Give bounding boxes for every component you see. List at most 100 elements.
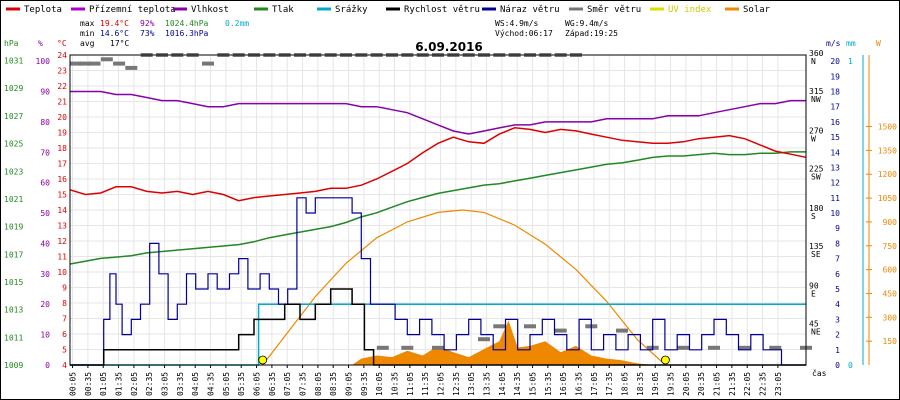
wind-direction-mark xyxy=(202,61,214,66)
w-tick-label: 1050 xyxy=(878,194,897,203)
legend-rychlost-vetru: Rychlost větru xyxy=(404,5,480,15)
pct-tick-label: 30 xyxy=(40,270,50,279)
ms-tick-label: 18 xyxy=(830,87,840,96)
x-tick-label: 10:05 xyxy=(375,372,384,396)
x-tick-label: 12:35 xyxy=(452,372,461,396)
wind-gust-line xyxy=(70,197,806,366)
ms-tick-label: 16 xyxy=(830,118,840,127)
hpa-tick-label: 1017 xyxy=(4,250,23,259)
ms-tick-label: 4 xyxy=(835,300,840,309)
wind-direction-mark xyxy=(708,345,720,350)
pct-tick-label: 50 xyxy=(40,209,50,218)
x-tick-label: 06:35 xyxy=(268,372,277,396)
x-tick-label: 09:35 xyxy=(360,372,369,396)
x-tick-label: 17:05 xyxy=(590,372,599,396)
x-tick-label: 15:35 xyxy=(544,372,553,396)
ms-tick-label: 1 xyxy=(835,346,840,355)
legend-prizemni-teplota: Přízemní teplota xyxy=(89,5,176,15)
pressure-line xyxy=(69,151,806,265)
ms-axis-title: m/s xyxy=(826,39,841,48)
mm-tick-label: 0 xyxy=(848,361,853,370)
temp-tick-label: 4 xyxy=(62,361,67,370)
temp-tick-label: 9 xyxy=(62,284,67,293)
ms-tick-label: 7 xyxy=(835,255,840,264)
stats-rain: 0.2mm xyxy=(225,19,249,28)
x-tick-label: 16:05 xyxy=(559,372,568,396)
temp-tick-label: 19 xyxy=(57,129,67,138)
temp-tick-label: 24 xyxy=(57,51,67,60)
dir-tick-label: SE xyxy=(811,250,821,259)
stats-max-temp: 19.4°C xyxy=(100,19,129,28)
x-axis: 00:05 00:35 01:05 01:35 02:05 02:35 03:05 03:35… xyxy=(69,365,783,396)
wind-direction-mark xyxy=(125,65,138,70)
stats-avg-label: avg xyxy=(80,39,95,48)
x-tick-label: 04:05 xyxy=(191,372,200,396)
dir-tick-degrees: 90 xyxy=(809,282,819,291)
temp-tick-label: 23 xyxy=(57,67,67,76)
wind-direction-mark xyxy=(769,345,782,350)
ms-tick-label: 2 xyxy=(835,331,840,340)
x-tick-label: 21:05 xyxy=(713,372,722,396)
legend-naraz-vetru: Náraz větru xyxy=(500,5,560,15)
w-tick-label: 1350 xyxy=(878,146,897,155)
x-tick-label: 00:05 xyxy=(69,372,78,396)
ms-tick-label: 6 xyxy=(835,270,840,279)
temp-tick-label: 17 xyxy=(57,160,67,169)
legend-vlhkost: Vlhkost xyxy=(191,5,229,15)
w-tick-label: 750 xyxy=(883,242,898,251)
ms-tick-label: 8 xyxy=(835,239,840,248)
x-tick-label: 04:35 xyxy=(207,372,216,396)
x-tick-label: 20:35 xyxy=(697,372,706,396)
temp-tick-label: 15 xyxy=(57,191,67,200)
wind-info: WS:4.9m/s WG:9.4m/s Východ:06:17 Západ:1… xyxy=(495,19,618,38)
x-tick-label: 11:35 xyxy=(421,372,430,396)
wind-direction-mark xyxy=(70,61,83,66)
hpa-tick-label: 1031 xyxy=(4,57,23,66)
w-tick-label: 1500 xyxy=(878,123,897,132)
stats-min-label: min xyxy=(80,29,95,38)
humidity-line xyxy=(70,90,806,135)
ms-tick-label: 12 xyxy=(830,179,840,188)
dir-tick-degrees: 315 xyxy=(809,87,824,96)
wind-wg: WG:9.4m/s xyxy=(565,19,609,28)
temp-axis-title: °C xyxy=(57,39,67,48)
pct-tick-label: 10 xyxy=(40,331,50,340)
ms-tick-label: 19 xyxy=(830,72,840,81)
stats-max-hum: 92% xyxy=(140,19,155,28)
x-tick-label: 19:05 xyxy=(651,372,660,396)
x-tick-label: 20:05 xyxy=(682,372,691,396)
legend-smer-vetru: Směr větru xyxy=(587,5,641,15)
stats-max-press: 1024.4hPa xyxy=(165,19,209,28)
x-tick-label: 18:05 xyxy=(621,372,630,396)
x-tick-label: 10:35 xyxy=(391,372,400,396)
legend-uv-index: UV index xyxy=(668,5,712,15)
temp-tick-label: 22 xyxy=(57,82,67,91)
hpa-tick-label: 1029 xyxy=(4,84,23,93)
wind-direction-mark xyxy=(677,345,690,350)
temp-tick-label: 11 xyxy=(57,253,67,262)
x-tick-label: 03:35 xyxy=(176,372,185,396)
pct-tick-label: 40 xyxy=(40,239,50,248)
legend-solar: Solar xyxy=(743,5,771,15)
pct-tick-label: 100 xyxy=(36,57,51,66)
pct-tick-label: 60 xyxy=(40,179,50,188)
pct-tick-label: 0 xyxy=(45,361,50,370)
wind-direction-mark xyxy=(616,328,628,333)
sunset-marker xyxy=(661,355,670,365)
x-tick-label: 08:35 xyxy=(329,372,338,396)
hpa-tick-label: 1015 xyxy=(4,278,23,287)
x-tick-label: 02:05 xyxy=(130,372,139,396)
pct-axis-title: % xyxy=(38,39,43,48)
wind-direction-mark xyxy=(376,345,389,350)
dir-tick-degrees: 45 xyxy=(809,319,819,328)
x-tick-label: 07:05 xyxy=(283,372,292,396)
pct-tick-label: 80 xyxy=(40,118,50,127)
x-tick-label: 00:35 xyxy=(84,372,93,396)
x-tick-label: 03:05 xyxy=(161,372,170,396)
w-axis-title: W xyxy=(876,39,881,48)
x-tick-label: 01:05 xyxy=(99,372,108,396)
x-tick-label: 01:35 xyxy=(115,372,124,396)
x-tick-label: 09:05 xyxy=(345,372,354,396)
solar-area xyxy=(70,320,806,365)
